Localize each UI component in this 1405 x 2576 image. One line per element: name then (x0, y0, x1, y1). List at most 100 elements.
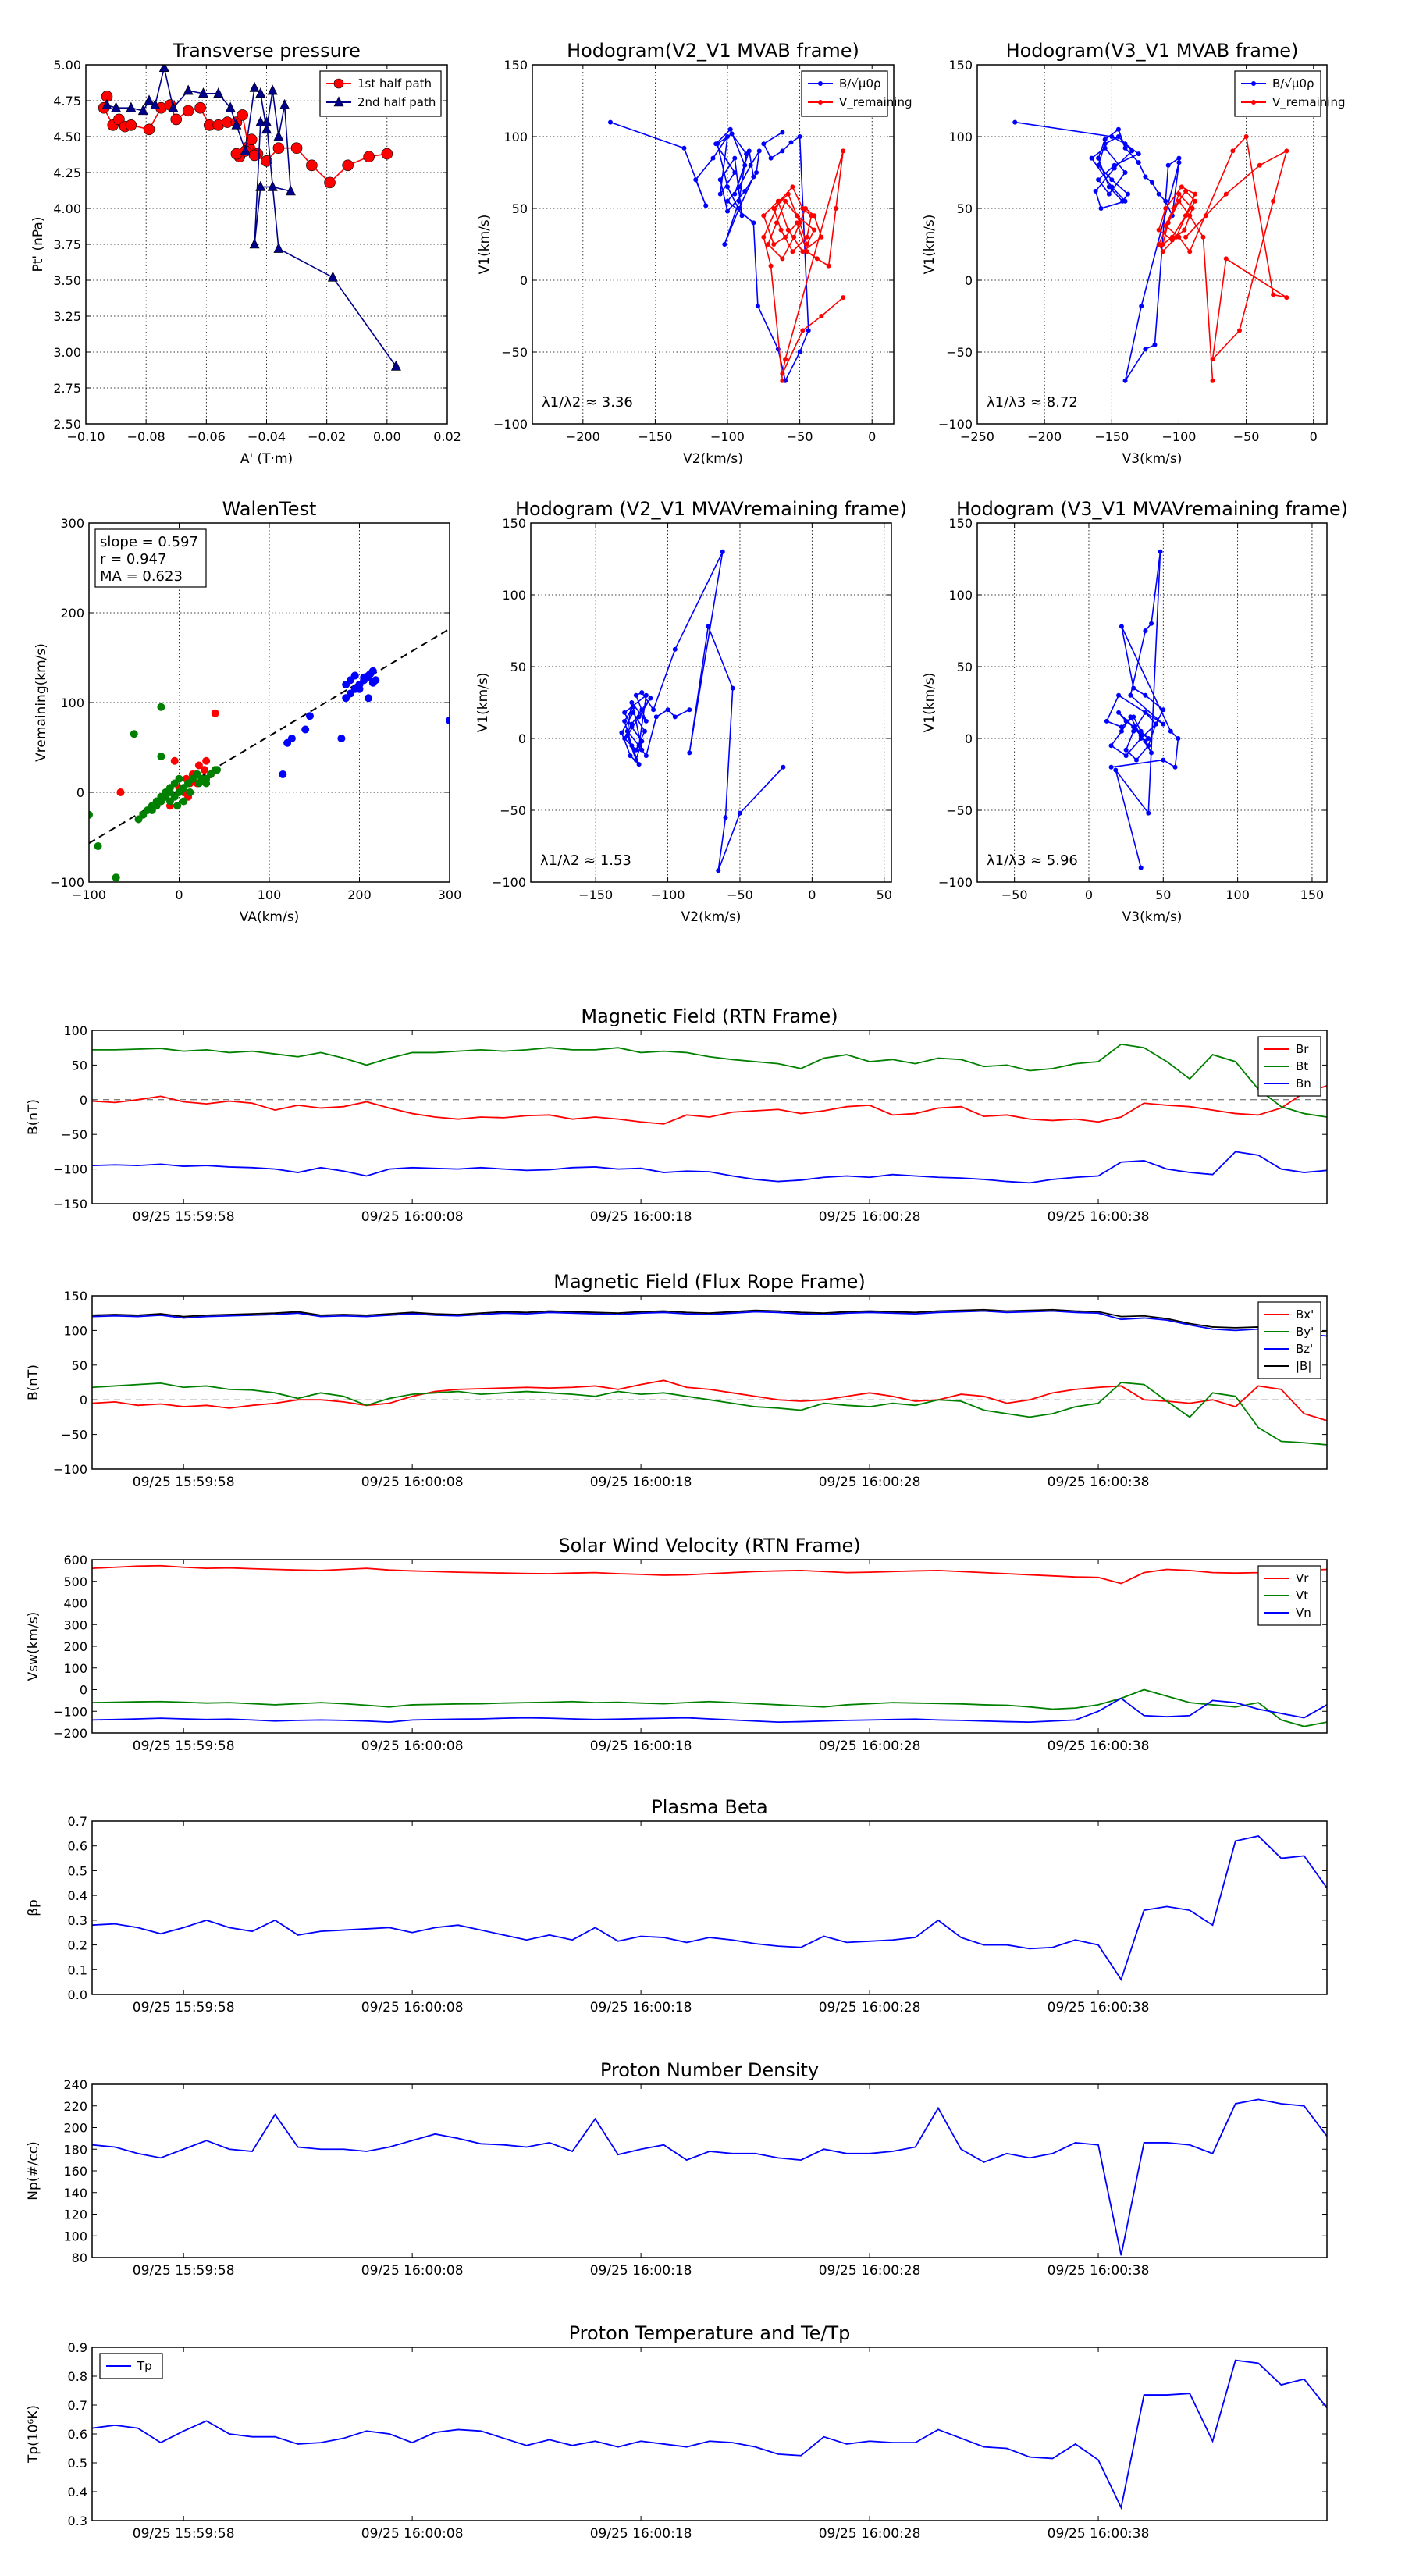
data-point (1109, 177, 1115, 183)
y-tick-label: 3.25 (53, 309, 81, 324)
data-point (1102, 145, 1108, 151)
data-point (636, 743, 642, 749)
x-tick-label: 300 (438, 888, 462, 902)
y-tick-label: 200 (63, 1639, 87, 1654)
data-point (643, 692, 649, 698)
data-point (771, 242, 777, 247)
data-point (130, 730, 138, 738)
y-tick-label: −50 (946, 803, 973, 818)
legend: Bx' By' Bz' |B| (1257, 1301, 1321, 1379)
legend: 1st half path 2nd half path (319, 70, 442, 117)
data-point (723, 815, 728, 820)
data-point (240, 144, 251, 155)
y-tick-label: −100 (50, 875, 84, 890)
y-tick-label: 0.6 (68, 1839, 87, 1854)
data-point (629, 700, 635, 705)
series-1st-half-path (98, 91, 393, 189)
x-tick-label: 09/25 16:00:38 (1048, 1209, 1150, 1225)
series-bx- (92, 1379, 1327, 1421)
series-line (92, 1379, 1327, 1421)
x-tick-label: −150 (638, 429, 672, 444)
data-point (170, 113, 183, 126)
y-tick-label: 0 (520, 273, 528, 288)
chart-beta: 09/25 15:59:58 09/25 16:00:08 09/25 16:00:… (26, 1796, 1328, 2016)
data-point (1102, 141, 1108, 147)
data-point (765, 242, 770, 247)
data-point (778, 227, 784, 233)
series-blue (1104, 549, 1181, 870)
data-point (1122, 378, 1128, 383)
chart-title: Magnetic Field (RTN Frame) (581, 1005, 838, 1027)
data-point (213, 766, 222, 774)
chart-walen: −100 0 100 200 300 −100 0 100 200 300 WalenTest VA(… (34, 498, 461, 925)
legend-label: B/√μ0ρ (839, 76, 881, 91)
data-point (225, 101, 236, 112)
data-point (1012, 119, 1018, 125)
legend: B/√μ0ρ V_remaining (801, 70, 912, 117)
data-point (1143, 692, 1148, 698)
y-tick-label: 0.3 (68, 2514, 87, 2528)
series-br (92, 1085, 1327, 1125)
data-point (285, 185, 296, 196)
data-point (213, 87, 224, 98)
x-tick-label: 09/25 16:00:18 (590, 1209, 692, 1225)
data-point (231, 119, 242, 130)
data-point (732, 155, 738, 161)
data-point (1176, 160, 1182, 165)
x-tick-label: 0.02 (433, 429, 461, 444)
data-point (1136, 160, 1141, 165)
series-bz- (92, 1310, 1327, 1337)
data-point (283, 738, 292, 747)
data-point (1168, 728, 1173, 734)
data-point (372, 676, 380, 685)
data-point (446, 717, 450, 724)
x-tick-label: −150 (578, 888, 613, 902)
series-line (92, 1697, 1327, 1724)
y-tick-label: 50 (510, 660, 526, 674)
data-point (249, 238, 260, 249)
data-point (165, 788, 174, 796)
plot-frame (976, 64, 1328, 425)
data-point (202, 756, 211, 765)
data-point (273, 242, 284, 253)
chart-tp: −0.10 −0.08 −0.06 −0.04 −0.02 0.00 0.02 2.50 2.7… (30, 40, 461, 467)
y-axis-label: Np(#/cc) (26, 2141, 41, 2200)
data-point (363, 151, 375, 163)
plot-frame (91, 1820, 1328, 1995)
data-point (1230, 148, 1236, 154)
data-point (1131, 685, 1136, 691)
data-point (841, 295, 846, 301)
data-point (819, 314, 824, 318)
data-point (636, 714, 642, 720)
data-point (1102, 137, 1108, 142)
y-tick-label: 150 (948, 58, 973, 73)
data-point (1284, 295, 1289, 301)
data-point (781, 764, 786, 770)
data-point (725, 134, 731, 139)
data-point (1136, 151, 1141, 157)
data-point (248, 149, 261, 162)
data-point (736, 184, 742, 190)
data-point (1271, 198, 1276, 204)
data-point (1129, 148, 1135, 154)
data-point (624, 733, 630, 738)
y-tick-label: 0.5 (68, 1863, 87, 1878)
data-point (703, 203, 709, 208)
y-axis-label: V1(km/s) (477, 215, 493, 275)
data-point (1176, 155, 1182, 161)
data-point (200, 766, 208, 774)
y-tick-label: 160 (63, 2164, 87, 2179)
x-tick-label: 09/25 15:59:58 (133, 1209, 235, 1225)
data-point (1116, 692, 1122, 698)
data-point (665, 707, 670, 713)
x-tick-label: 09/25 16:00:18 (590, 1475, 692, 1490)
chart-title: Magnetic Field (Flux Rope Frame) (553, 1271, 865, 1293)
data-point (732, 191, 738, 197)
data-point (1163, 198, 1168, 204)
x-tick-label: 0 (1085, 888, 1093, 902)
legend-label: By' (1296, 1325, 1314, 1339)
series-bn (92, 1151, 1327, 1184)
data-point (761, 141, 767, 147)
data-point (1139, 304, 1144, 309)
data-point (125, 119, 137, 131)
